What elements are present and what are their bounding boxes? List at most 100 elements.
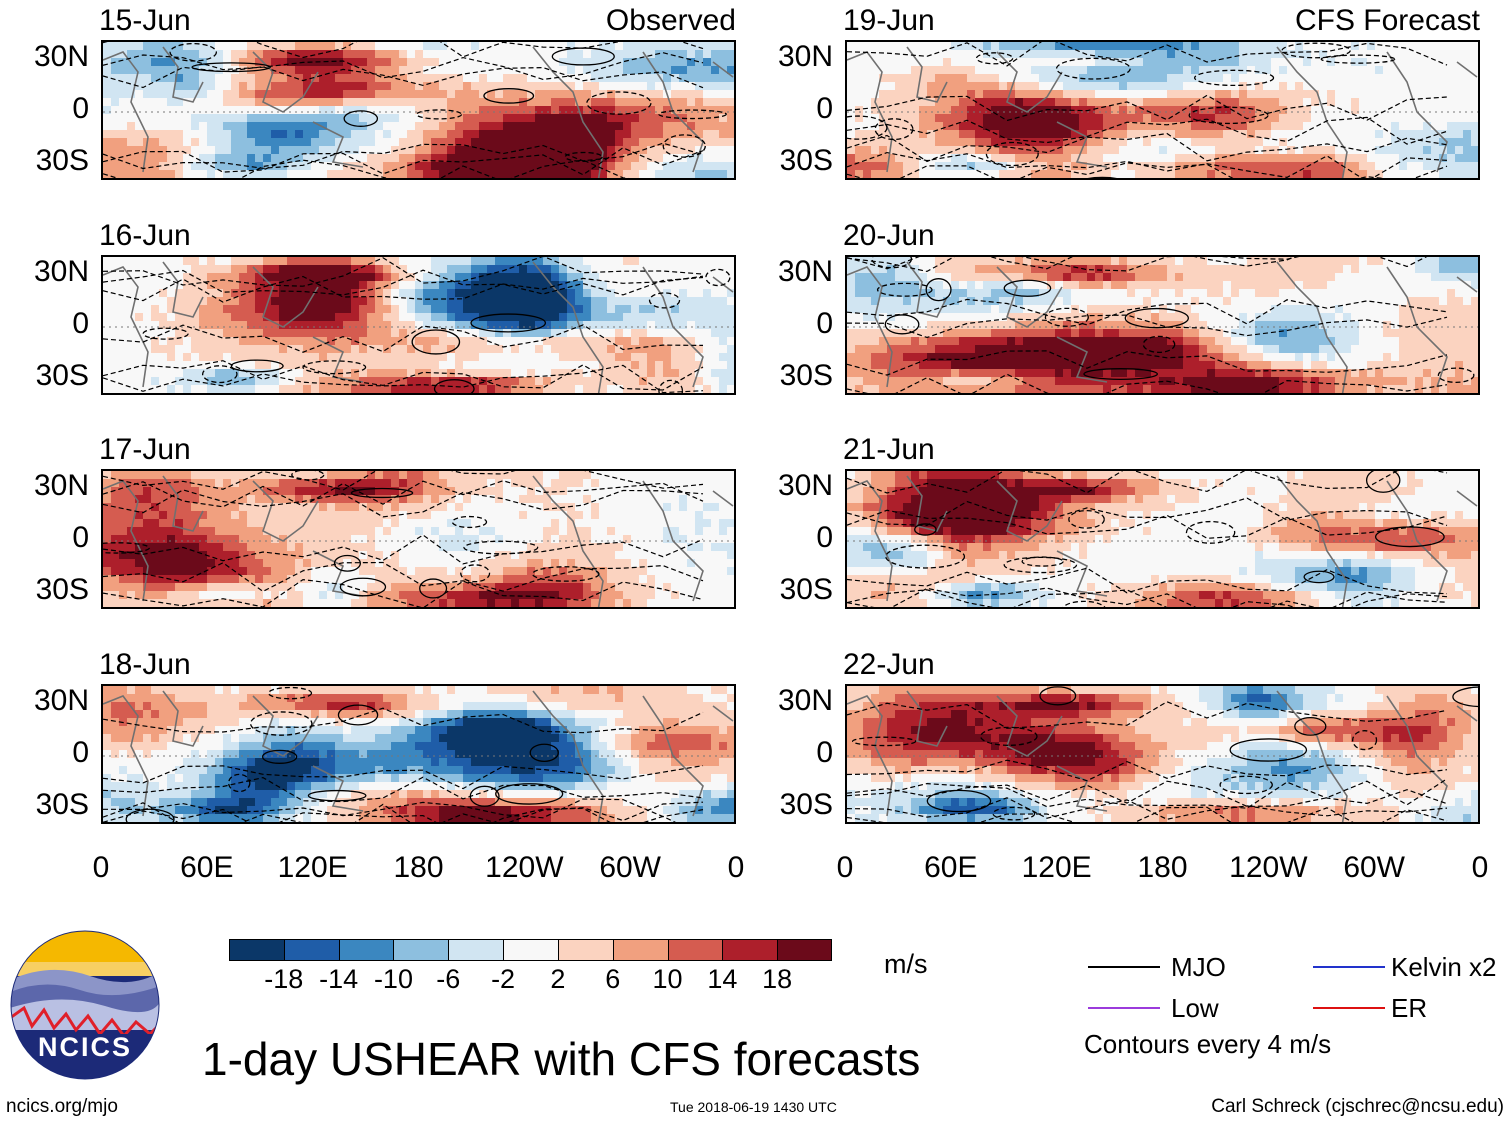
coastline [162, 690, 204, 747]
mjo-contour [191, 62, 271, 73]
mjo-contour [433, 379, 475, 393]
mjo-contour [103, 480, 704, 508]
mjo-contour [103, 147, 704, 176]
coastline [642, 266, 704, 388]
coastline [162, 46, 204, 103]
y-tick-label: 30N [33, 684, 89, 717]
mjo-contour [103, 364, 704, 393]
y-tick-label: 0 [72, 736, 89, 769]
mjo-contour [1303, 570, 1335, 584]
chart-title: 1-day USHEAR with CFS forecasts [202, 1033, 921, 1085]
coastline [1386, 695, 1448, 817]
coastline [847, 51, 893, 173]
coastline [1056, 765, 1108, 812]
y-tick-label: 30N [33, 255, 89, 288]
mjo-contour [1320, 54, 1396, 64]
mjo-contour [103, 807, 676, 822]
coastline [532, 261, 604, 393]
mjo-contour [847, 497, 1448, 527]
map-panel [101, 469, 736, 609]
mjo-contour [103, 765, 704, 790]
mjo-contour [495, 783, 564, 805]
mjo-contour [847, 781, 1448, 809]
y-tick-label: 30N [33, 40, 89, 73]
mjo-contour [847, 42, 1448, 67]
mjo-contour [847, 298, 1448, 326]
map-panel [101, 255, 736, 395]
map-panel [845, 40, 1480, 180]
mjo-contour [103, 801, 704, 822]
coastline [103, 51, 149, 173]
mjo-contour [648, 292, 681, 309]
mjo-contour [1003, 279, 1052, 297]
mjo-contour [847, 314, 1448, 339]
shear-field [103, 471, 734, 607]
colorbar-segment [777, 939, 833, 961]
y-tick-label: 0 [816, 736, 833, 769]
coastline [162, 261, 204, 318]
coastline [1456, 61, 1478, 78]
colorbar-tick-label: 18 [762, 964, 793, 994]
coastline [1456, 276, 1478, 293]
mjo-contour [1062, 600, 1106, 607]
x-tick-label: 120W [1229, 851, 1308, 884]
mjo-contour [411, 329, 461, 355]
y-tick-label: 0 [72, 92, 89, 125]
coastline [252, 266, 319, 328]
mjo-contour [333, 554, 362, 572]
x-tick-label: 60W [1343, 851, 1405, 884]
mjo-contour [1044, 307, 1089, 327]
mjo-contour [874, 118, 914, 141]
mjo-contour [103, 798, 704, 819]
shear-field [847, 257, 1478, 393]
mjo-contour [847, 132, 1448, 163]
shear-field [847, 471, 1478, 607]
mjo-contour [103, 159, 629, 178]
logo-text: NCICS [38, 1032, 132, 1062]
y-tick-label: 30N [777, 255, 833, 288]
mjo-contour [847, 806, 1448, 822]
y-tick-label: 30N [777, 684, 833, 717]
mjo-contour [847, 509, 1448, 539]
mjo-contour [847, 589, 1448, 607]
mjo-contour [529, 743, 559, 763]
contour-note: Contours every 4 m/s [1084, 1029, 1332, 1059]
y-tick-label: 30S [35, 144, 89, 177]
y-tick-label: 0 [816, 92, 833, 125]
coastline [712, 490, 734, 507]
mjo-contour [103, 489, 704, 518]
x-tick-label: 0 [1471, 851, 1489, 884]
coastline [1056, 121, 1108, 168]
colorbar-segment [503, 939, 559, 961]
x-tick-label: 120W [485, 851, 564, 884]
mjo-contour [1352, 730, 1378, 751]
mjo-contour [201, 365, 238, 384]
legend-label: MJO [1171, 952, 1226, 982]
legend-swatch-mjo [1088, 966, 1160, 968]
map-panel [101, 684, 736, 824]
mjo-contour [847, 759, 1448, 782]
mjo-contour [103, 142, 704, 170]
footer-url: ncics.org/mjo [6, 1096, 118, 1117]
y-tick-label: 30S [779, 788, 833, 821]
mjo-contour [302, 360, 367, 375]
colorbar-segment [722, 939, 778, 961]
legend-label: Low [1171, 993, 1219, 1023]
column-label: CFS Forecast [1294, 4, 1480, 37]
coastline [103, 480, 149, 602]
legend-swatch-kelvin-x2 [1313, 966, 1385, 968]
colorbar-tick-label: -14 [319, 964, 359, 994]
colorbar-tick-label: -6 [436, 964, 461, 994]
shear-field [103, 257, 734, 393]
mjo-contour [419, 578, 448, 599]
colorbar-tick-label: 10 [652, 964, 683, 994]
mjo-contour [267, 686, 313, 700]
mjo-contour [1294, 717, 1327, 736]
footer-author: Carl Schreck (cjschrec@ncsu.edu) [1211, 1096, 1504, 1117]
mjo-contour [343, 110, 379, 127]
mjo-contour [103, 257, 704, 287]
mjo-contour [463, 540, 539, 555]
coastline [103, 266, 149, 388]
coastline [532, 690, 604, 822]
mjo-contour [103, 52, 704, 81]
